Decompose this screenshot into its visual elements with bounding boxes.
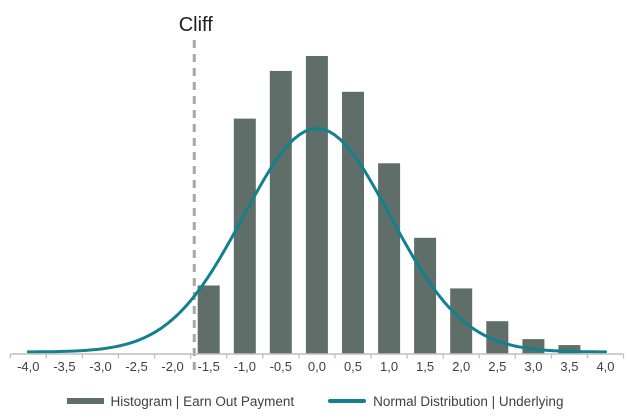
x-axis-tick-label: -2,5 <box>125 359 147 374</box>
histogram-bar <box>233 118 256 354</box>
histogram-bar <box>305 56 328 354</box>
x-axis-tick-label: 1,5 <box>416 359 434 374</box>
x-axis-tick-label: -2,0 <box>161 359 183 374</box>
legend-item-histogram: Histogram | Earn Out Payment <box>66 393 295 409</box>
x-axis-tick-label: 1,0 <box>380 359 398 374</box>
cliff-annotation-label: Cliff <box>179 14 214 36</box>
histogram-bar <box>197 285 220 354</box>
normal-distribution-curve <box>26 127 607 354</box>
curve-swatch-icon <box>328 399 367 403</box>
x-axis-tick-label: -1,0 <box>234 359 256 374</box>
x-axis-tick-label: -3,5 <box>53 359 75 374</box>
histogram-bar <box>414 237 437 354</box>
histogram-bar <box>269 70 292 355</box>
legend-label-curve: Normal Distribution | Underlying <box>373 393 564 409</box>
x-axis-tick-label: -0,5 <box>270 359 292 374</box>
x-axis-tick-label: 2,0 <box>452 359 470 374</box>
histogram-bar <box>378 163 401 354</box>
x-axis-tick-label: -1,5 <box>197 359 219 374</box>
x-axis-tick-label: 2,5 <box>488 359 506 374</box>
x-axis-tick-label: 0,0 <box>308 359 326 374</box>
legend-item-curve: Normal Distribution | Underlying <box>328 394 563 409</box>
histogram-bars <box>197 56 581 355</box>
x-axis-tick-label: -3,0 <box>89 359 111 374</box>
x-axis-tick-label: -4,0 <box>17 359 39 374</box>
histogram-bar <box>342 91 364 355</box>
histogram-bar <box>486 321 509 354</box>
histogram-bar <box>558 345 581 354</box>
histogram-swatch-icon <box>66 398 104 404</box>
x-axis-tick-labels: -4,0 -3,5 -3,0 -2,5 -2,0 -1,5 -1,0 -0,5 0,0 0,5 1,… <box>17 359 614 374</box>
x-axis-tick-label: 3,5 <box>560 359 578 374</box>
x-axis-tick-label: 0,5 <box>344 359 362 374</box>
legend: Histogram | Earn Out Payment Normal Dist… <box>0 391 630 411</box>
x-axis-tick-label: 4,0 <box>596 359 614 374</box>
x-axis <box>9 353 625 359</box>
x-axis-tick-label: 3,0 <box>524 359 542 374</box>
legend-label-histogram: Histogram | Earn Out Payment <box>110 393 295 409</box>
